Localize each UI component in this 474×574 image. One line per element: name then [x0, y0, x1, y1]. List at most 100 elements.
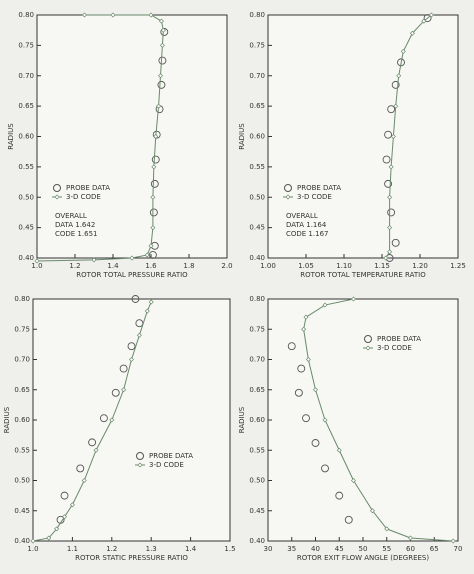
y-axis-label: RADIUS	[3, 406, 11, 433]
code-marker	[144, 308, 150, 314]
legend-marker	[136, 452, 144, 460]
probe-point	[382, 155, 391, 164]
legend-marker	[284, 184, 292, 192]
code-marker	[109, 417, 115, 423]
plot-frame	[267, 14, 459, 259]
legend-label: 3-D CODE	[377, 344, 412, 352]
code-marker	[148, 12, 154, 18]
code-marker	[303, 314, 309, 320]
x-axis-label: ROTOR TOTAL PRESSURE RATIO	[76, 271, 188, 279]
code-marker	[301, 326, 307, 332]
code-marker	[136, 332, 142, 338]
y-tick-label: 0.45	[18, 224, 34, 232]
y-tick-label: 0.80	[14, 295, 30, 303]
code-marker	[150, 225, 156, 231]
probe-point	[127, 342, 136, 351]
x-axis-label: ROTOR TOTAL TEMPERATURE RATIO	[300, 271, 426, 279]
probe-point	[387, 105, 396, 114]
code-marker	[393, 103, 399, 109]
code-line	[385, 14, 432, 259]
probe-point	[387, 208, 396, 217]
x-tick-label: 1.6	[145, 262, 157, 270]
annotation: CODE 1.167	[286, 230, 328, 238]
annotation: CODE 1.651	[55, 230, 97, 238]
x-tick-label: 65	[430, 545, 439, 553]
code-marker	[336, 447, 342, 453]
y-tick-label: 0.65	[249, 102, 265, 110]
annotation: OVERALL	[55, 212, 87, 220]
y-tick-label: 0.75	[249, 325, 265, 333]
legend-label: 3-D CODE	[66, 193, 101, 201]
x-tick-label: 55	[382, 545, 391, 553]
y-tick-label: 0.60	[249, 133, 265, 141]
code-marker	[93, 447, 99, 453]
y-tick-label: 0.60	[18, 133, 34, 141]
probe-point	[297, 364, 306, 373]
probe-point	[76, 464, 85, 473]
x-tick-label: 1.8	[183, 262, 194, 270]
y-tick-label: 0.60	[14, 416, 30, 424]
code-marker	[153, 134, 159, 139]
probe-point	[287, 342, 296, 351]
probe-point	[391, 80, 400, 89]
code-marker	[129, 255, 135, 261]
code-marker	[144, 252, 150, 258]
probe-point	[302, 414, 310, 423]
y-tick-label: 0.55	[18, 163, 34, 171]
y-tick-label: 0.75	[18, 41, 34, 49]
legend-label: PROBE DATA	[66, 184, 110, 192]
legend-label: PROBE DATA	[377, 335, 421, 343]
code-marker	[384, 526, 390, 532]
code-marker	[148, 243, 154, 249]
y-tick-label: 0.65	[14, 386, 30, 394]
plot-frame	[267, 298, 459, 542]
x-tick-label: 1.1	[67, 545, 78, 553]
y-tick-label: 0.80	[249, 11, 265, 19]
y-tick-label: 0.65	[18, 102, 34, 110]
code-marker	[46, 535, 52, 541]
code-marker	[388, 164, 394, 170]
code-marker	[69, 502, 75, 508]
code-marker	[450, 538, 456, 544]
legend-label: PROBE DATA	[149, 452, 193, 460]
code-marker	[370, 508, 375, 514]
code-marker	[160, 27, 166, 33]
legend-marker	[285, 194, 291, 200]
y-axis-label: RADIUS	[7, 123, 15, 150]
probe-point	[60, 491, 69, 500]
x-tick-label: 1.3	[146, 545, 157, 553]
probe-point	[149, 208, 158, 217]
legend-label: 3-D CODE	[297, 193, 332, 201]
y-tick-label: 0.65	[249, 386, 265, 394]
y-tick-label: 0.70	[18, 72, 34, 80]
y-tick-label: 0.40	[18, 254, 34, 262]
y-axis-label: RADIUS	[238, 123, 246, 150]
legend-marker	[365, 345, 371, 351]
code-marker	[158, 73, 163, 79]
code-marker	[396, 73, 402, 79]
y-tick-label: 0.45	[14, 507, 30, 515]
annotation: DATA 1.164	[286, 221, 327, 229]
x-tick-label: 1.20	[412, 262, 428, 270]
annotation: OVERALL	[286, 212, 318, 220]
y-tick-label: 0.50	[14, 477, 30, 485]
code-marker	[121, 387, 127, 393]
x-tick-label: 70	[454, 545, 463, 553]
y-tick-label: 0.45	[249, 507, 265, 515]
code-marker	[159, 42, 165, 48]
probe-point	[99, 414, 108, 423]
probe-point	[335, 491, 344, 500]
code-marker	[383, 255, 389, 261]
y-axis-label: RADIUS	[238, 406, 246, 433]
x-tick-label: 1.2	[69, 262, 80, 270]
probe-point	[391, 238, 400, 247]
legend-marker	[54, 194, 60, 200]
x-tick-label: 1.4	[107, 262, 119, 270]
legend-marker	[137, 462, 143, 468]
y-tick-label: 0.50	[249, 477, 265, 485]
probe-point	[157, 80, 166, 89]
y-tick-label: 0.40	[14, 537, 30, 545]
code-marker	[313, 387, 318, 393]
code-marker	[91, 257, 97, 263]
